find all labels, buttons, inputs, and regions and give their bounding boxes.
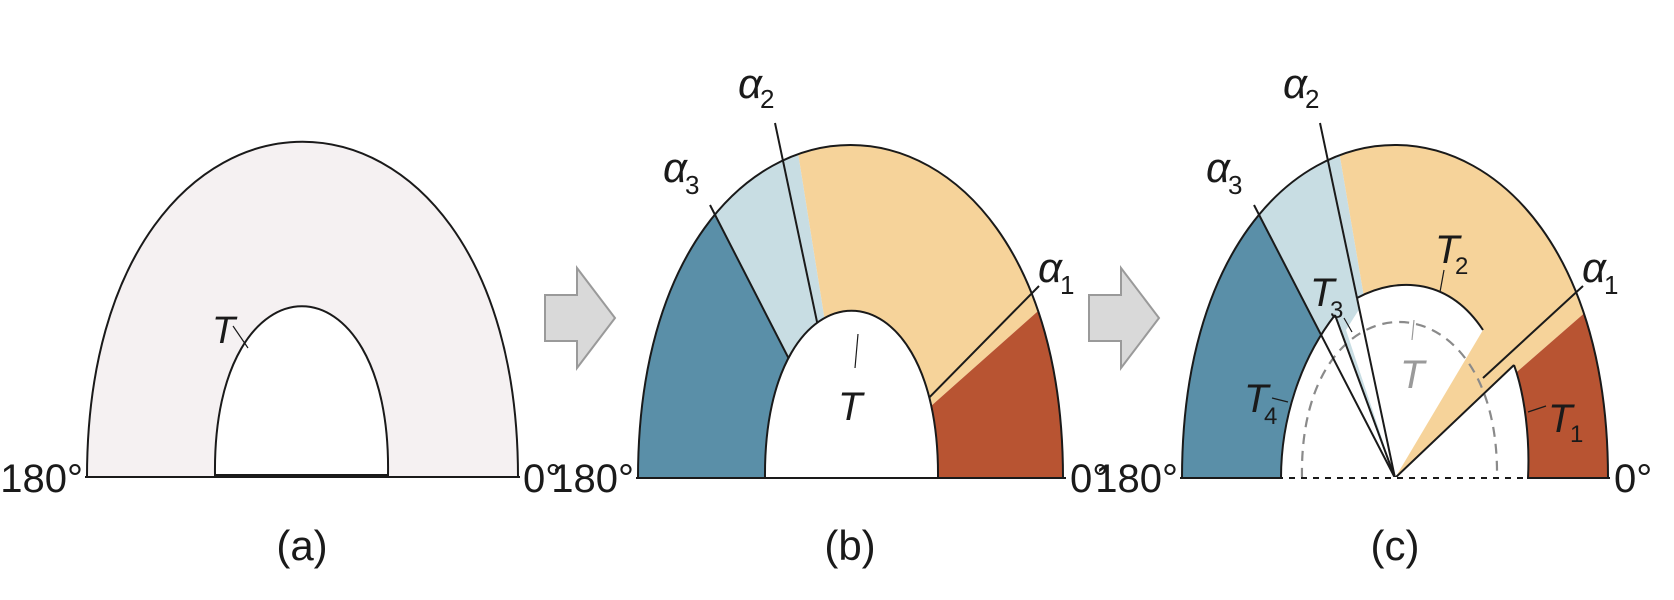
alpha-label-2: α 2	[738, 60, 774, 114]
svg-text:1: 1	[1570, 421, 1583, 448]
alpha-label-1: α 1	[1038, 244, 1074, 300]
inner-label-leader	[232, 325, 249, 349]
right-arrow-icon	[544, 265, 617, 371]
divider-line	[1356, 297, 1396, 479]
outer-dome	[1181, 144, 1609, 479]
svg-text:2: 2	[760, 84, 774, 114]
t-label-3: T 3	[1310, 271, 1353, 333]
panel-caption: (b)	[824, 522, 875, 569]
angle-left-label: 180°	[0, 457, 83, 501]
svg-text:α: α	[1283, 60, 1308, 107]
alpha-label-3: α 3	[663, 144, 699, 200]
svg-text:T: T	[1244, 377, 1271, 421]
svg-text:α: α	[1582, 244, 1607, 291]
angle-right-label: 0°	[523, 457, 561, 501]
right-arrow-icon	[1088, 265, 1161, 371]
inner-sector-mid	[1346, 300, 1395, 478]
svg-text:1: 1	[1060, 270, 1074, 300]
angle-left-label: 180°	[1095, 457, 1178, 501]
divider-line	[1253, 204, 1396, 479]
inner-label-leader	[854, 333, 859, 369]
inner-sector-left	[1281, 315, 1395, 478]
divider-line	[1319, 122, 1358, 299]
svg-text:4: 4	[1264, 403, 1277, 430]
svg-text:3: 3	[1228, 170, 1242, 200]
divider-line	[1394, 364, 1515, 479]
outer-dome	[637, 144, 1064, 479]
svg-text:3: 3	[685, 170, 699, 200]
alpha-label-2: α 2	[1283, 60, 1319, 114]
angle-right-label: 0°	[1614, 457, 1652, 501]
svg-text:T: T	[1548, 397, 1575, 441]
svg-text:α: α	[663, 144, 688, 191]
divider-line	[1334, 314, 1396, 479]
svg-text:T: T	[1435, 228, 1462, 272]
inner-dome	[763, 310, 940, 479]
svg-text:α: α	[1038, 244, 1063, 291]
divider-line	[1482, 285, 1584, 379]
inner-label: T	[1400, 353, 1427, 397]
panel-c: T α 2 α 3 α 1 T 2 T 3 T 4	[1095, 60, 1652, 569]
t-label-1: T 1	[1527, 397, 1583, 448]
svg-text:T: T	[1310, 271, 1337, 315]
alpha-label-3: α 3	[1206, 144, 1242, 200]
panel-caption: (a)	[276, 522, 327, 569]
inner-arc-right	[1513, 364, 1530, 479]
reference-arc	[1300, 321, 1499, 479]
angle-right-label: 0°	[1070, 457, 1108, 501]
panel-b: T α 2 α 3 α 1 180° 0° (b)	[551, 60, 1108, 569]
svg-text:α: α	[738, 60, 763, 107]
inner-label: T	[212, 310, 238, 352]
alpha-label-1: α 1	[1582, 244, 1618, 300]
inner-label: T	[838, 385, 865, 429]
inner-arc-left	[1280, 314, 1336, 479]
inner-arc-top	[1356, 283, 1484, 331]
inner-label-leader	[1411, 319, 1415, 341]
t-label-4: T 4	[1244, 377, 1289, 430]
panel-caption: (c)	[1371, 522, 1420, 569]
inner-sector-top	[1357, 284, 1483, 478]
t-label-2: T 2	[1435, 228, 1468, 293]
svg-text:2: 2	[1305, 84, 1319, 114]
svg-text:α: α	[1206, 144, 1231, 191]
angle-left-label: 180°	[551, 457, 634, 501]
svg-text:2: 2	[1455, 253, 1468, 280]
panel-a: T 180° 0° (a)	[0, 140, 561, 569]
svg-text:1: 1	[1604, 270, 1618, 300]
inner-dome	[213, 305, 390, 476]
svg-text:3: 3	[1330, 297, 1343, 324]
